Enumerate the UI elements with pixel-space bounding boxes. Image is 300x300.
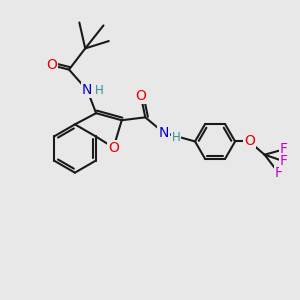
Text: O: O (244, 134, 255, 148)
Text: H: H (95, 84, 104, 97)
Text: F: F (275, 166, 283, 180)
Text: H: H (172, 131, 180, 144)
Text: O: O (108, 141, 119, 154)
Text: O: O (46, 58, 57, 72)
Text: N: N (158, 126, 169, 140)
Text: O: O (135, 89, 146, 103)
Text: N: N (82, 83, 92, 97)
Text: F: F (280, 154, 288, 168)
Text: F: F (280, 142, 288, 156)
